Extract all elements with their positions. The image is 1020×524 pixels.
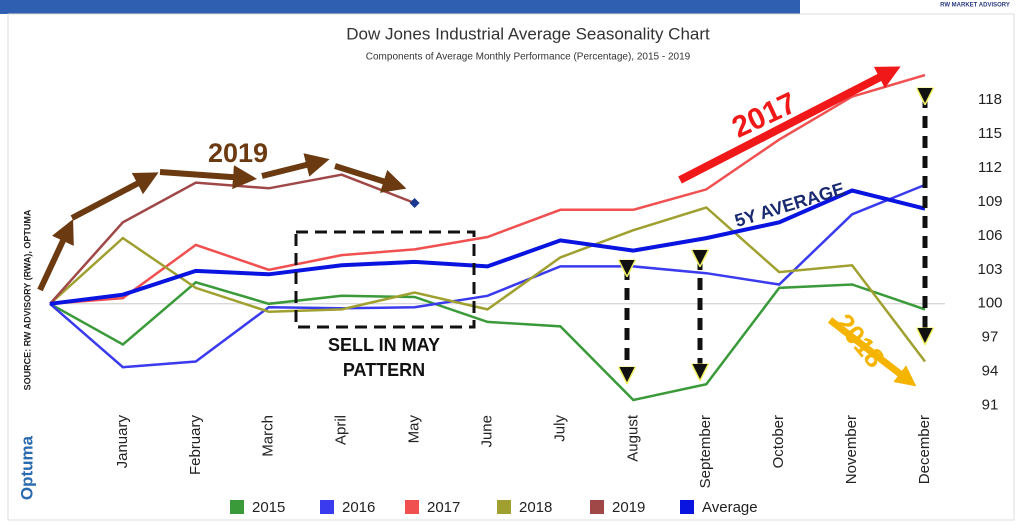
x-tick-label: August xyxy=(624,414,641,462)
y-tick-label: 91 xyxy=(982,397,999,414)
arrow-2019 xyxy=(37,219,74,292)
x-tick-label: October xyxy=(770,415,787,468)
x-tick-label: March xyxy=(260,415,277,457)
series-line xyxy=(49,206,926,363)
x-tick-label: September xyxy=(697,415,714,488)
legend-label: Average xyxy=(702,499,758,516)
legend-label: 2017 xyxy=(427,499,460,516)
frame xyxy=(7,13,1015,521)
x-tick-label: May xyxy=(406,415,423,444)
chart-title: Dow Jones Industrial Average Seasonality… xyxy=(346,24,710,43)
sell-in-may-box xyxy=(294,230,476,329)
legend-label: 2018 xyxy=(519,499,552,516)
legend-swatch xyxy=(230,500,244,514)
x-tick-label: January xyxy=(114,415,131,469)
y-tick-label: 106 xyxy=(977,227,1002,244)
y-tick-label: 112 xyxy=(978,159,1002,176)
y-tick-label: 100 xyxy=(977,295,1002,312)
y-tick-label: 97 xyxy=(982,329,999,346)
arrow-2019 xyxy=(334,163,407,193)
legend-swatch xyxy=(680,500,694,514)
top-bar xyxy=(0,0,800,14)
annotation: PATTERN xyxy=(343,360,425,380)
x-tick-label: June xyxy=(478,415,495,448)
source: SOURCE: RW ADVISORY (RWA), OPTUMA xyxy=(22,209,32,390)
series-line xyxy=(49,188,926,306)
series-line xyxy=(49,73,926,306)
x-tick-label: April xyxy=(333,415,350,445)
arrow-2017 xyxy=(678,66,901,184)
arrow-2019 xyxy=(70,172,159,221)
legend-swatch xyxy=(405,500,419,514)
arrow-2019 xyxy=(261,153,330,179)
chart-subtitle: Components of Average Monthly Performanc… xyxy=(366,52,691,63)
y-tick-label: 118 xyxy=(978,91,1002,108)
x-tick-label: July xyxy=(551,415,568,442)
series-line xyxy=(49,183,926,369)
brand: Optuma xyxy=(17,435,36,500)
legend-swatch xyxy=(497,500,511,514)
x-tick-label: November xyxy=(843,415,860,484)
legend-label: 2019 xyxy=(612,499,645,516)
series-line xyxy=(49,280,926,402)
legend-swatch xyxy=(590,500,604,514)
y-tick-label: 115 xyxy=(978,125,1002,142)
logo-text: RW MARKET ADVISORY xyxy=(940,3,1010,9)
y-tick-label: 103 xyxy=(977,261,1002,278)
y-tick-label: 109 xyxy=(977,193,1002,210)
legend-label: 2015 xyxy=(252,499,285,516)
annotation: 2019 xyxy=(208,138,268,168)
legend-swatch xyxy=(320,500,334,514)
legend-label: 2016 xyxy=(342,499,375,516)
y-tick-label: 94 xyxy=(982,363,999,380)
x-tick-label: December xyxy=(916,415,933,484)
arrow-2018 xyxy=(827,317,917,387)
arrow-2019 xyxy=(159,165,257,190)
annotation: SELL IN MAY xyxy=(328,335,440,355)
end-marker xyxy=(409,198,420,209)
x-tick-label: February xyxy=(187,415,204,476)
